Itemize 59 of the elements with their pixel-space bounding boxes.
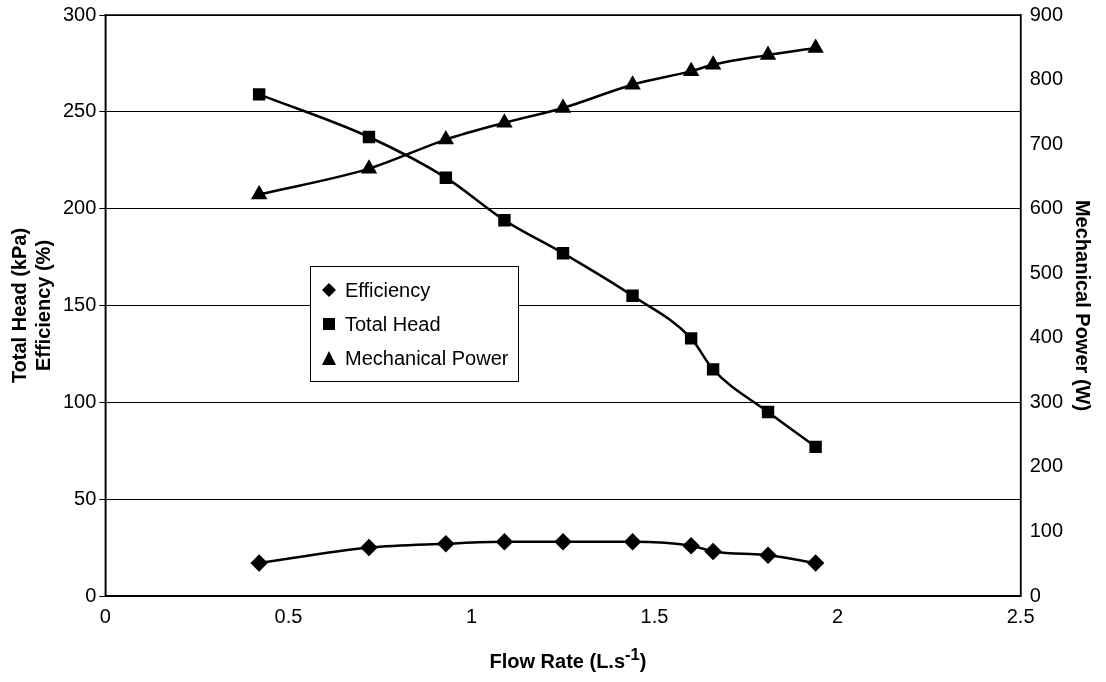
y-tick-label: 50 [74,486,97,509]
legend-label: Efficiency [345,278,431,302]
point [684,332,698,345]
point [705,56,721,70]
y2-tick-label: 500 [1029,260,1064,283]
x-tick-label: 0 [99,604,111,627]
point [439,171,453,184]
point [808,39,823,53]
point [554,533,572,551]
y2-tick-label: 300 [1029,389,1064,412]
point [437,535,455,552]
point [807,554,824,572]
point [759,547,777,564]
y2-tick-label: 200 [1029,454,1064,477]
point [626,289,639,303]
y-tick-label: 100 [62,389,97,412]
point [625,76,640,90]
y2-tick-label: 900 [1029,2,1064,25]
y2-tick-label: 400 [1029,325,1064,348]
y2-tick-label: 0 [1029,583,1041,606]
point [496,533,513,551]
legend-label: Mechanical Power [345,346,509,370]
y2-tick-label: 800 [1029,67,1064,90]
point [361,160,377,174]
point [761,405,775,419]
y2-tick-label: 700 [1029,131,1064,154]
x-tick-label: 0.5 [274,604,303,627]
point [438,131,454,145]
y-tick-label: 250 [62,99,97,122]
point [706,363,720,376]
point [497,114,512,128]
y-tick-label: 200 [62,196,97,219]
point [809,440,822,454]
point [360,539,378,556]
y-tick-label: 0 [85,583,97,606]
point [556,247,570,260]
y2-tick-label: 100 [1029,518,1064,541]
point [498,214,511,227]
point [250,554,268,572]
x-tick-label: 2 [832,604,844,627]
x-tick-label: 1.5 [640,604,669,627]
y-tick-label: 150 [62,293,97,316]
legend-label: Total Head [345,312,441,336]
point [682,537,700,554]
y2-tick-label: 600 [1029,196,1064,219]
x-tick-label: 2.5 [1006,604,1035,627]
point [555,99,571,113]
point [252,88,266,101]
y-tick-label: 300 [62,2,97,25]
point [760,46,776,60]
x-axis-title: Flow Rate (L.s$^{-1}$) [488,645,648,673]
point [251,186,267,200]
point [704,543,722,560]
x-tick-label: 1 [465,604,478,627]
y2-axis-title: Mechanical Power (W) [1072,199,1095,412]
point [683,62,699,76]
point [624,533,641,551]
y-axis-title: Total Head (kPa) Efficiency (%) [7,227,54,384]
point [362,130,376,144]
